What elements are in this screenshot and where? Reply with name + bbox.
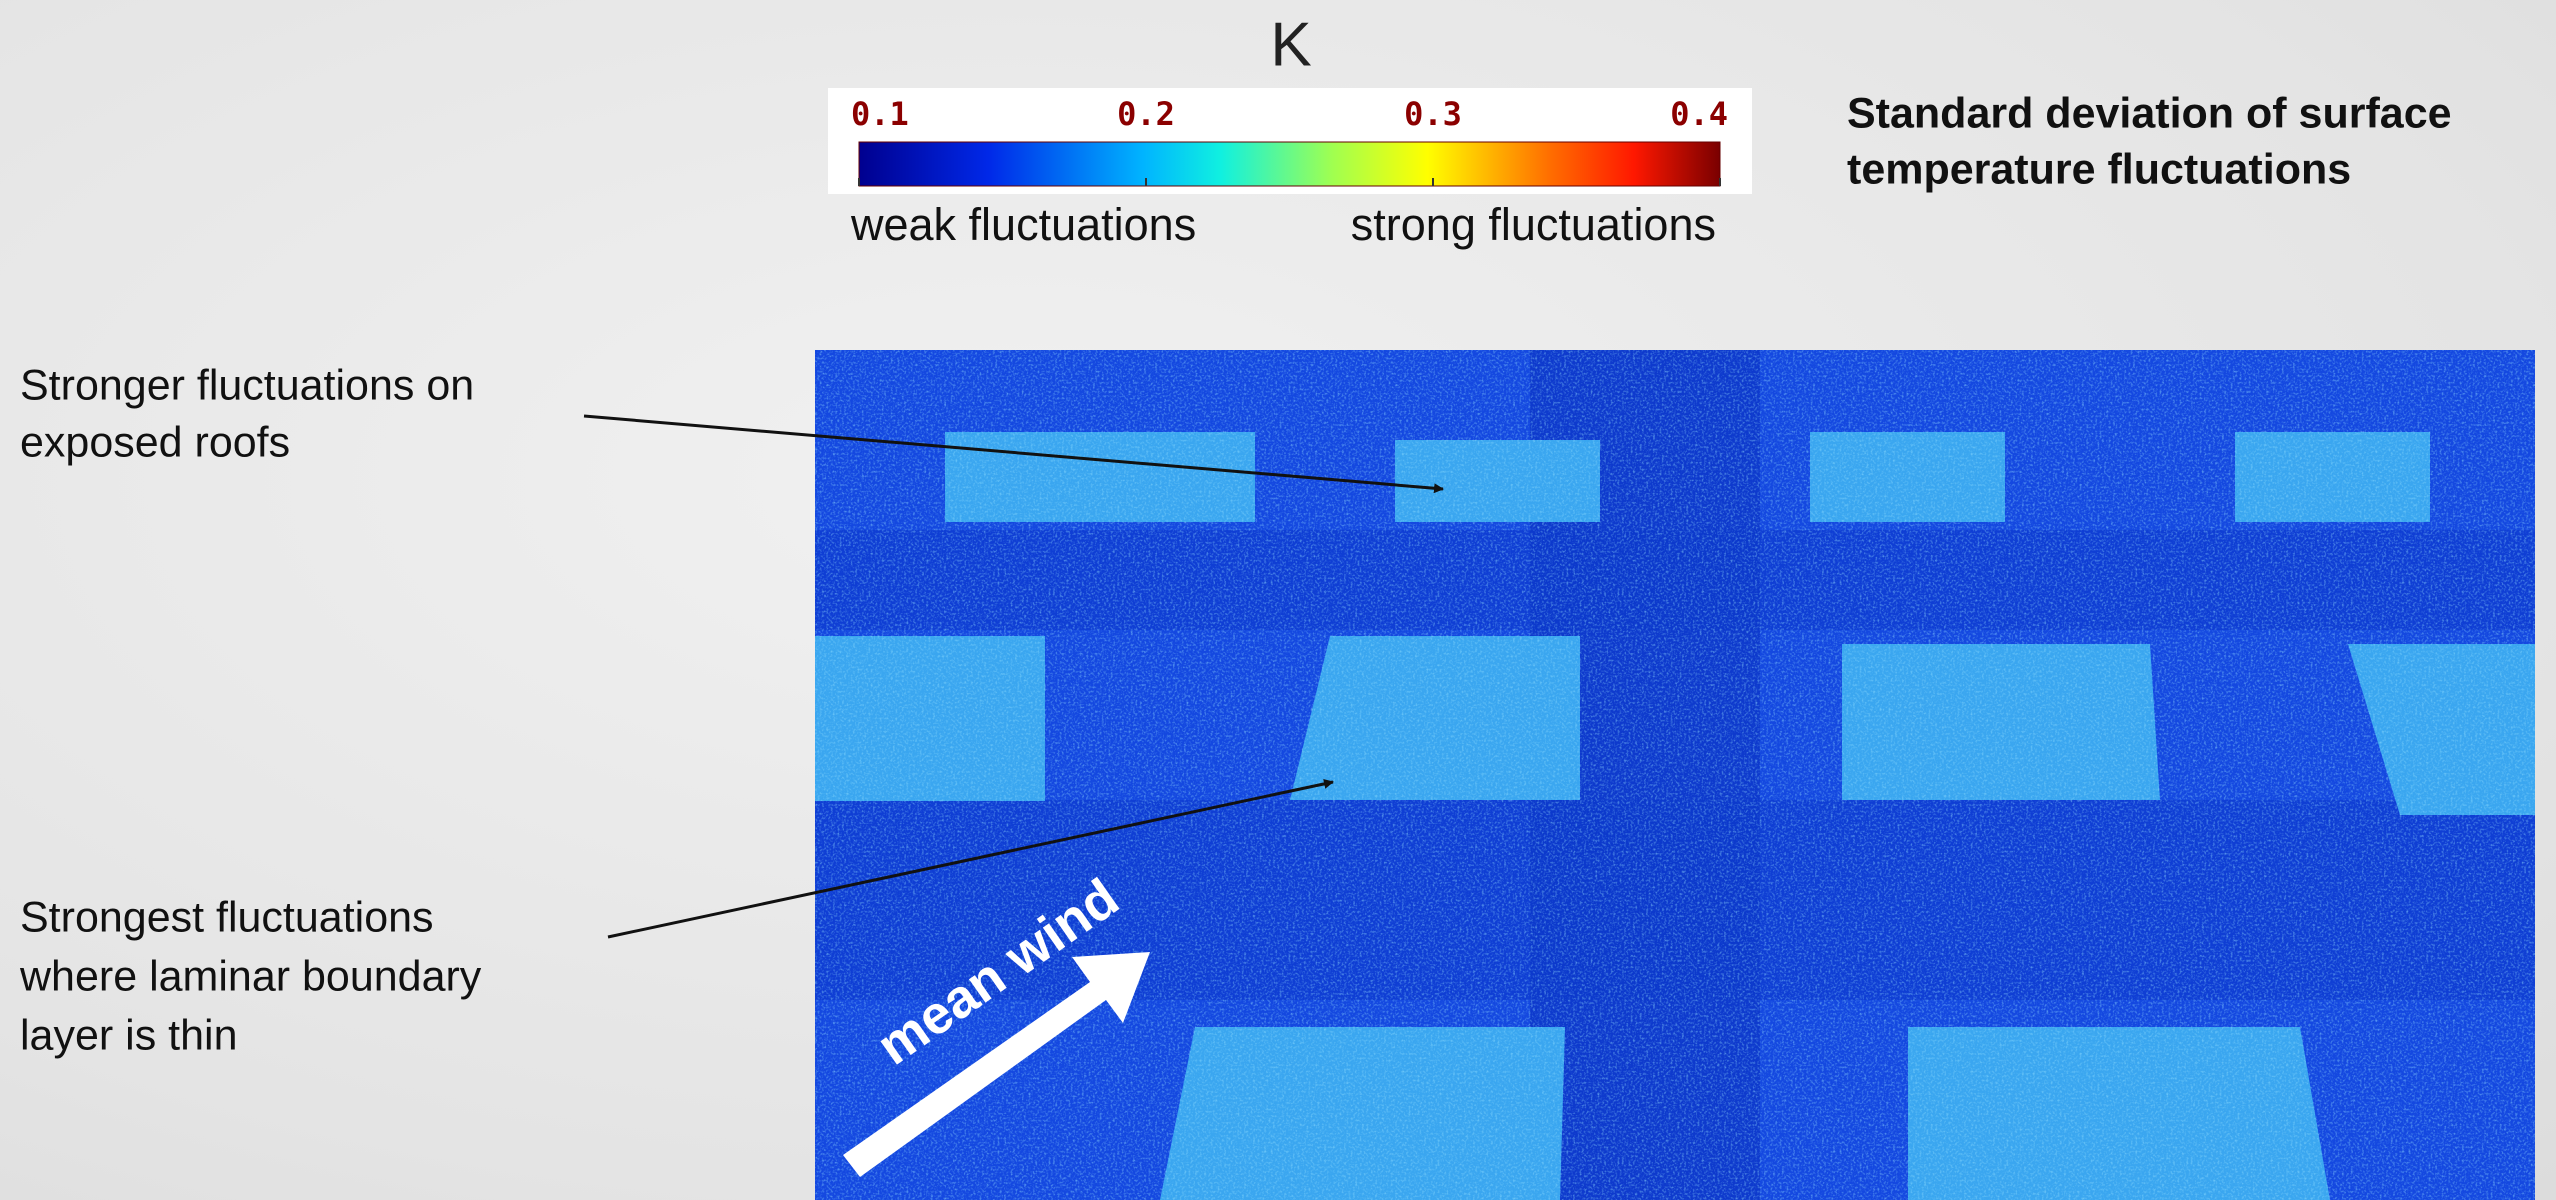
colorbar-tick-label: 0.2 <box>1117 95 1175 133</box>
annotation-line: layer is thin <box>20 1011 237 1059</box>
annotation-line: Stronger fluctuations on <box>20 361 474 409</box>
title-line: temperature fluctuations <box>1847 145 2351 193</box>
annotation-line: Strongest fluctuations <box>20 893 434 941</box>
annotation-line: where laminar boundary <box>19 952 482 1000</box>
page: {"colorbar": {"unit": "K", "ticks": [0.1… <box>0 0 2556 1200</box>
colorbar-unit: K <box>1270 10 1311 79</box>
title-line: Standard deviation of surface <box>1847 89 2452 137</box>
thermal-image <box>815 350 2535 1200</box>
annotation-line: exposed roofs <box>20 418 290 466</box>
slide: K 0.1 0.2 0.3 0.4 weak fluctuations strong … <box>0 0 2556 1200</box>
slide-canvas: K 0.1 0.2 0.3 0.4 weak fluctuations strong … <box>0 0 2556 1200</box>
colorbar-tick-label: 0.3 <box>1404 95 1462 133</box>
colorbar-low-label: weak fluctuations <box>850 199 1196 250</box>
colorbar <box>859 142 1720 186</box>
colorbar-high-label: strong fluctuations <box>1351 199 1716 250</box>
colorbar-tick-label: 0.4 <box>1670 95 1728 133</box>
colorbar-tick-label: 0.1 <box>851 95 909 133</box>
